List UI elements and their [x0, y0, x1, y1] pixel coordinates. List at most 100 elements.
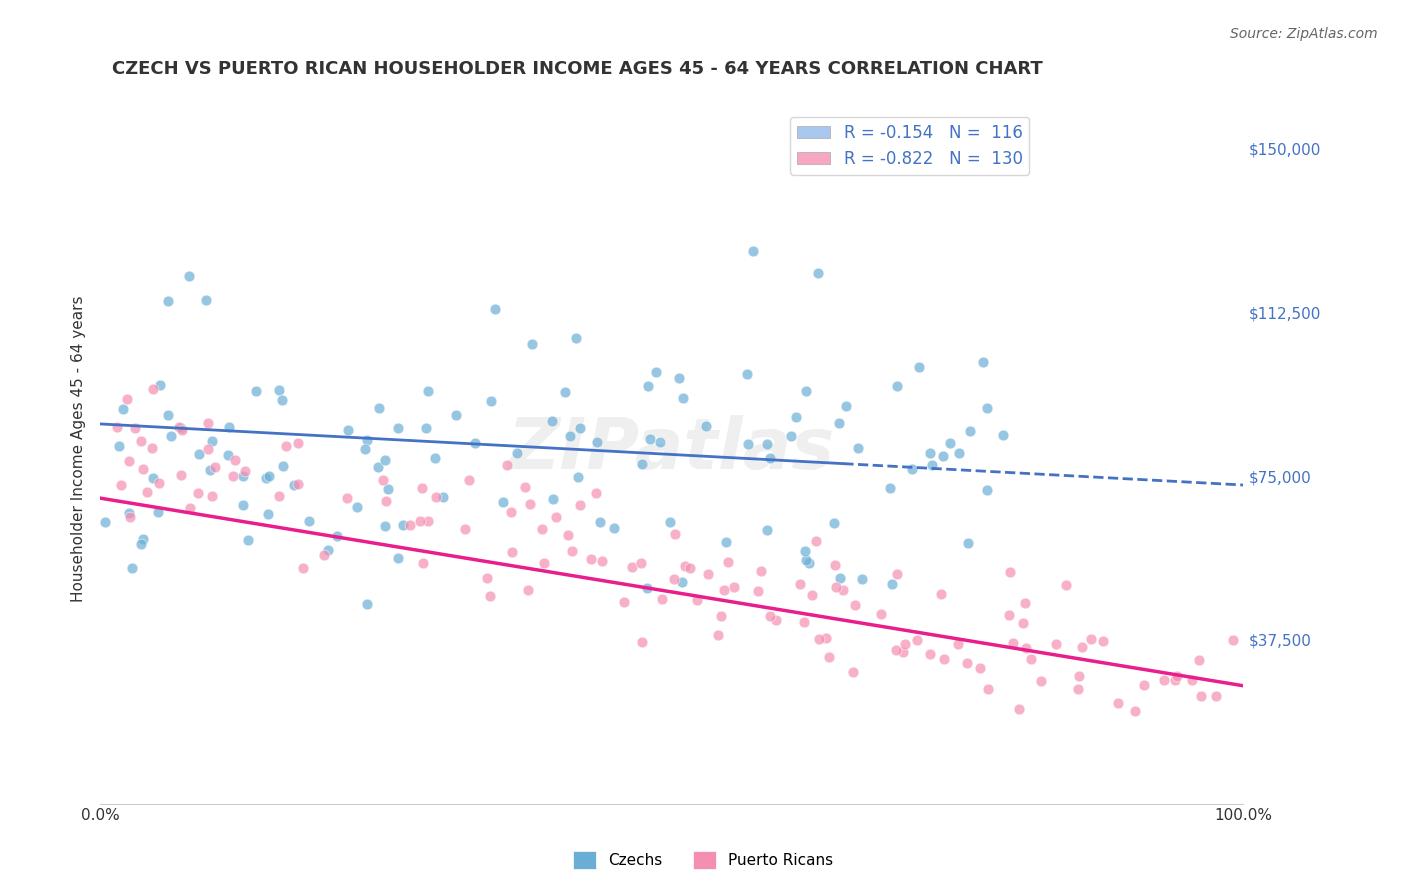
Point [631, 635, 654, 649]
Point [886, 379, 908, 393]
Point [276, 439, 298, 453]
Point [148, 476, 170, 491]
Point [1014, 596, 1036, 610]
Point [375, 493, 398, 508]
Point [921, 458, 943, 472]
Point [955, 656, 977, 670]
Point [1205, 689, 1227, 703]
Point [346, 500, 368, 514]
Point [170, 421, 193, 435]
Point [336, 491, 359, 505]
Point [758, 450, 780, 465]
Point [846, 442, 869, 456]
Point [1222, 632, 1244, 647]
Point [170, 468, 193, 483]
Point [780, 429, 803, 443]
Point [374, 519, 396, 533]
Point [391, 517, 413, 532]
Point [747, 584, 769, 599]
Point [793, 615, 815, 630]
Point [794, 543, 817, 558]
Point [1107, 696, 1129, 710]
Point [679, 560, 702, 574]
Point [759, 609, 782, 624]
Point [589, 515, 612, 529]
Point [1181, 673, 1204, 688]
Point [717, 555, 740, 569]
Point [409, 514, 432, 528]
Point [195, 293, 218, 307]
Point [108, 439, 131, 453]
Point [118, 454, 141, 468]
Point [644, 365, 666, 379]
Point [977, 681, 1000, 696]
Point [131, 537, 153, 551]
Point [891, 644, 914, 658]
Point [1123, 704, 1146, 718]
Point [129, 434, 152, 449]
Point [387, 420, 409, 434]
Point [882, 577, 904, 591]
Text: CZECH VS PUERTO RICAN HOUSEHOLDER INCOME AGES 45 - 64 YEARS CORRELATION CHART: CZECH VS PUERTO RICAN HOUSEHOLDER INCOME… [111, 60, 1042, 78]
Point [169, 419, 191, 434]
Point [929, 587, 952, 601]
Point [256, 470, 278, 484]
Point [367, 401, 389, 415]
Point [723, 580, 745, 594]
Point [232, 468, 254, 483]
Point [948, 637, 970, 651]
Point [569, 421, 592, 435]
Point [818, 649, 841, 664]
Point [533, 557, 555, 571]
Point [948, 446, 970, 460]
Point [1045, 637, 1067, 651]
Point [94, 516, 117, 530]
Point [969, 661, 991, 675]
Point [197, 442, 219, 457]
Point [1133, 677, 1156, 691]
Point [808, 632, 831, 647]
Point [1054, 578, 1077, 592]
Point [484, 302, 506, 317]
Point [713, 583, 735, 598]
Point [976, 483, 998, 498]
Point [135, 485, 157, 500]
Point [568, 498, 591, 512]
Point [187, 447, 209, 461]
Point [517, 583, 540, 598]
Point [1069, 669, 1091, 683]
Point [1008, 702, 1031, 716]
Point [217, 448, 239, 462]
Point [198, 463, 221, 477]
Point [110, 478, 132, 492]
Point [187, 485, 209, 500]
Point [367, 459, 389, 474]
Point [1164, 673, 1187, 687]
Point [879, 481, 901, 495]
Point [515, 480, 537, 494]
Point [398, 518, 420, 533]
Point [1092, 634, 1115, 648]
Point [756, 436, 779, 450]
Point [1188, 653, 1211, 667]
Point [1021, 651, 1043, 665]
Point [591, 553, 613, 567]
Point [374, 453, 396, 467]
Text: ZIPatlas: ZIPatlas [508, 415, 835, 483]
Point [1029, 673, 1052, 688]
Point [585, 486, 607, 500]
Point [257, 469, 280, 483]
Point [557, 527, 579, 541]
Point [1001, 636, 1024, 650]
Point [540, 414, 562, 428]
Point [412, 557, 434, 571]
Point [506, 446, 529, 460]
Point [218, 419, 240, 434]
Point [671, 574, 693, 589]
Point [232, 498, 254, 512]
Point [269, 383, 291, 397]
Point [884, 643, 907, 657]
Point [823, 516, 845, 531]
Point [1011, 616, 1033, 631]
Point [1153, 673, 1175, 687]
